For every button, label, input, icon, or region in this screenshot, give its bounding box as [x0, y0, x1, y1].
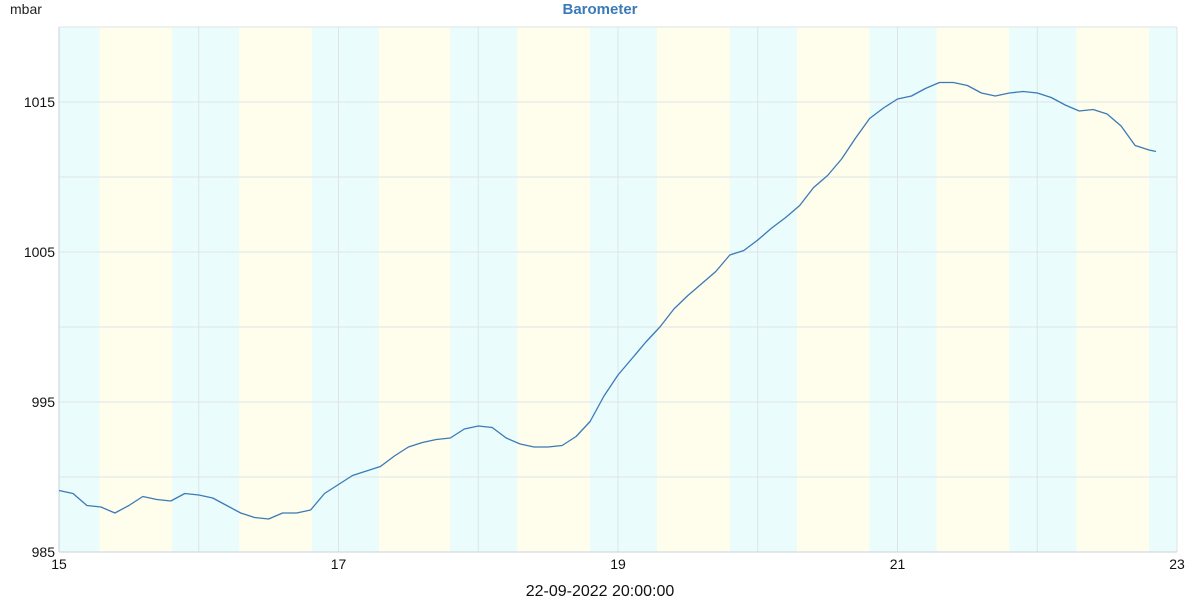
- band-day: [379, 27, 451, 552]
- x-tick-label: 19: [610, 556, 626, 572]
- chart-title: Barometer: [562, 1, 638, 18]
- series-layer: [58, 81, 1157, 520]
- band-day: [99, 27, 173, 552]
- band-night: [729, 27, 797, 552]
- tick-labels: 985 995 1005 1015 15 17 19 21 23: [24, 94, 1185, 572]
- y-axis-unit-label: mbar: [10, 1, 42, 17]
- x-tick-label: 21: [890, 556, 906, 572]
- band-night: [869, 27, 937, 552]
- band-night: [1009, 27, 1077, 552]
- y-tick-label: 1015: [24, 94, 55, 110]
- y-tick-label: 1005: [24, 244, 55, 260]
- band-night: [59, 27, 100, 552]
- band-night: [1149, 27, 1177, 552]
- y-tick-label: 995: [32, 394, 56, 410]
- band-day: [657, 27, 730, 552]
- day-night-bands: [59, 27, 1177, 552]
- band-day: [239, 27, 312, 552]
- y-tick-label: 985: [32, 544, 56, 560]
- x-tick-label: 17: [331, 556, 347, 572]
- series-line-barometer: [58, 81, 1157, 520]
- band-night: [172, 27, 240, 552]
- timestamp-label: 22-09-2022 20:00:00: [525, 583, 675, 600]
- band-day: [936, 27, 1010, 552]
- x-tick-label: 15: [51, 556, 67, 572]
- band-day: [796, 27, 870, 552]
- x-tick-label: 23: [1169, 556, 1185, 572]
- band-night: [450, 27, 518, 552]
- band-day: [517, 27, 591, 552]
- grid-lines: [58, 26, 1178, 553]
- band-night: [311, 27, 380, 552]
- axes: [58, 27, 1177, 553]
- band-night: [590, 27, 658, 552]
- band-day: [1076, 27, 1150, 552]
